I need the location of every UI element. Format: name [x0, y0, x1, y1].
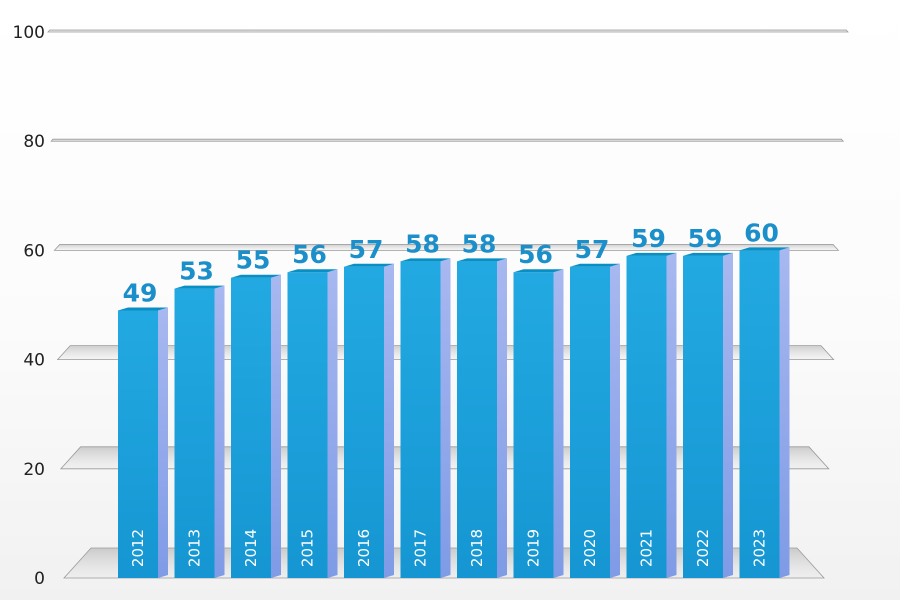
bar-top-2023 — [739, 247, 790, 251]
bar-2012 — [118, 310, 158, 578]
bar-value-label-2021: 59 — [631, 224, 666, 253]
bar-top-2019 — [513, 269, 564, 273]
bar-top-2018 — [457, 258, 507, 262]
x-tick-label-2017: 2017 — [412, 529, 430, 567]
bar-top-2022 — [683, 252, 733, 256]
bar-top-2021 — [626, 252, 677, 256]
bar-value-label-2019: 56 — [518, 240, 553, 269]
bar-side-2020 — [610, 263, 620, 578]
bar-value-label-2015: 56 — [292, 240, 327, 269]
x-tick-label-2016: 2016 — [355, 529, 373, 567]
bar-side-2021 — [666, 252, 677, 579]
bar-value-label-2014: 55 — [236, 246, 271, 275]
y-tick-label-0: 0 — [34, 569, 45, 589]
x-tick-label-2014: 2014 — [242, 529, 260, 567]
bar-side-2015 — [327, 269, 338, 578]
x-tick-label-2012: 2012 — [129, 529, 147, 567]
bar-side-2012 — [158, 307, 168, 578]
bar-value-label-2018: 58 — [462, 229, 497, 258]
bars — [118, 247, 790, 579]
x-tick-label-2021: 2021 — [638, 529, 656, 567]
bar-top-2012 — [118, 307, 168, 311]
bar-top-2017 — [400, 258, 451, 262]
y-tick-label-20: 20 — [23, 460, 45, 480]
bar-2013 — [174, 288, 215, 578]
bar-side-2022 — [723, 252, 733, 579]
bar-2023 — [739, 250, 780, 578]
bar-2019 — [513, 272, 554, 578]
bar-2016 — [344, 266, 384, 578]
bar-2022 — [683, 255, 723, 579]
grid-plane-80 — [50, 138, 845, 142]
x-tick-label-2019: 2019 — [525, 529, 543, 567]
bar-side-2019 — [553, 269, 564, 578]
bar-side-2014 — [271, 274, 281, 578]
x-tick-label-2015: 2015 — [299, 529, 317, 567]
grid-plane-60 — [53, 243, 840, 251]
bar-side-2023 — [779, 247, 790, 578]
bar-2015 — [287, 272, 328, 578]
y-tick-label-60: 60 — [23, 241, 45, 261]
x-tick-label-2020: 2020 — [581, 529, 599, 567]
bar-top-2015 — [287, 269, 338, 273]
bar-value-label-2023: 60 — [744, 218, 779, 247]
bar-value-label-2016: 57 — [349, 235, 384, 264]
y-tick-label-100: 100 — [13, 23, 45, 43]
bar-top-2013 — [174, 285, 225, 289]
labels: 0 20 40 60 80 100 49 2012 53 2013 55 2014 56 2015 57 20… — [13, 23, 779, 589]
y-tick-label-80: 80 — [23, 132, 45, 152]
bar-value-label-2022: 59 — [688, 224, 723, 253]
bar-top-2016 — [344, 263, 394, 267]
bar-top-2020 — [570, 263, 620, 267]
bar-2021 — [626, 255, 667, 579]
bar-value-label-2013: 53 — [179, 257, 214, 286]
bar-side-2013 — [214, 285, 225, 578]
y-tick-label-40: 40 — [23, 351, 45, 371]
bar-value-label-2012: 49 — [123, 278, 158, 307]
bar-value-label-2017: 58 — [405, 229, 440, 258]
bar-top-2014 — [231, 274, 281, 278]
grid-plane-100 — [47, 29, 849, 33]
bar-side-2016 — [384, 263, 394, 578]
bar-value-label-2020: 57 — [575, 235, 610, 264]
x-tick-label-2022: 2022 — [694, 529, 712, 567]
x-tick-label-2013: 2013 — [186, 529, 204, 567]
bar-2018 — [457, 261, 497, 578]
bar-2020 — [570, 266, 610, 578]
bar-side-2017 — [440, 258, 451, 578]
bar-2014 — [231, 277, 271, 578]
x-tick-label-2018: 2018 — [468, 529, 486, 567]
bar-2017 — [400, 261, 441, 578]
x-tick-label-2023: 2023 — [751, 529, 769, 567]
bar-side-2018 — [497, 258, 507, 578]
